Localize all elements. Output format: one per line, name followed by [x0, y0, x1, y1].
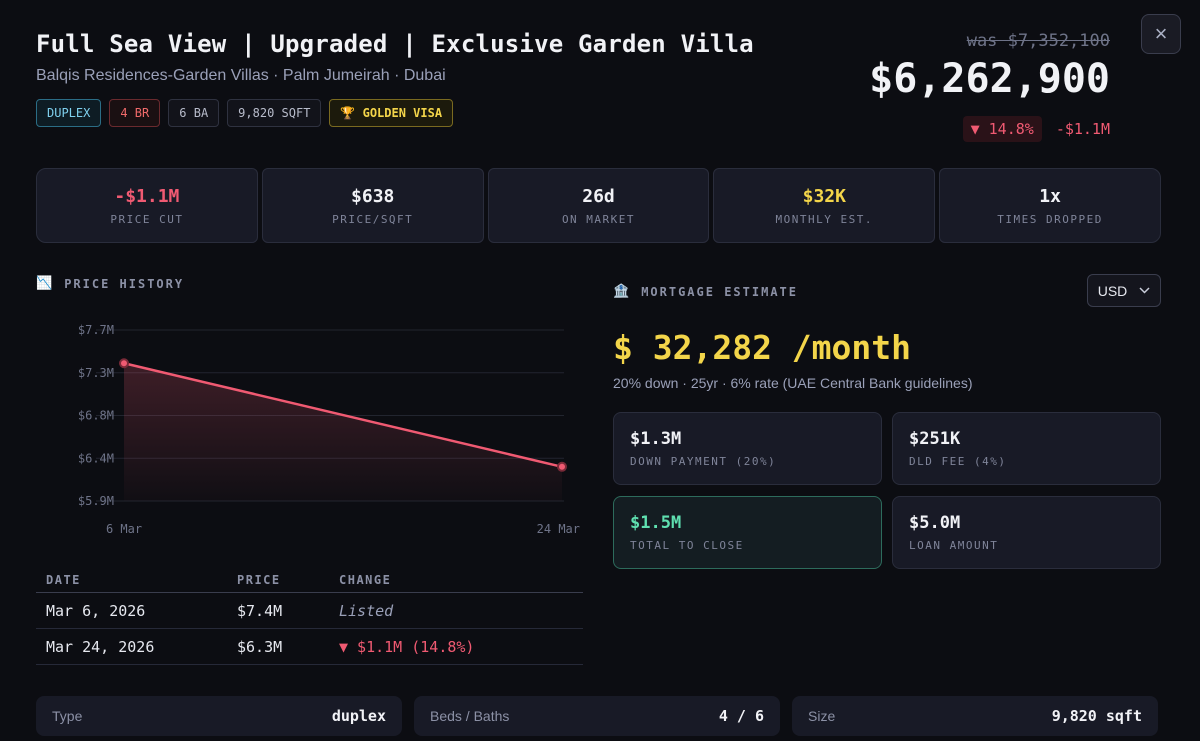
- bank-icon: 🏦: [613, 284, 632, 299]
- property-details: Type duplex Beds / Baths 4 / 6 Size 9,82…: [36, 696, 1158, 736]
- series-area: [124, 363, 562, 501]
- price-drop: ▼ 14.8% -$1.1M: [962, 116, 1110, 142]
- column-date: DATE: [46, 572, 81, 587]
- y-tick-label: $7.7M: [78, 323, 114, 337]
- card-value: $5.0M: [909, 513, 961, 533]
- tag-bedrooms: 4 BR: [109, 99, 161, 127]
- stat-price-per-sqft: $638 PRICE/SQFT: [261, 168, 484, 243]
- down-payment-card: $1.3M DOWN PAYMENT (20%): [613, 412, 882, 485]
- chart-down-icon: 📉: [36, 276, 55, 291]
- card-value: $251K: [909, 429, 961, 449]
- section-title: MORTGAGE ESTIMATE: [641, 284, 799, 299]
- card-label: LOAN AMOUNT: [909, 539, 999, 552]
- detail-beds-baths: Beds / Baths 4 / 6: [414, 696, 780, 736]
- card-label: DOWN PAYMENT (20%): [630, 455, 777, 468]
- detail-value: 9,820 sqft: [1051, 707, 1142, 725]
- stat-value: 1x: [1039, 185, 1061, 207]
- currency-select[interactable]: USD: [1087, 274, 1161, 307]
- stat-value: $638: [351, 185, 395, 207]
- table-row: Mar 24, 2026 $6.3M ▼ $1.1M (14.8%): [36, 629, 583, 665]
- data-point[interactable]: [119, 358, 129, 369]
- stat-price-cut: -$1.1M PRICE CUT: [36, 168, 258, 243]
- x-tick-label: 24 Mar: [537, 522, 580, 536]
- column-price: PRICE: [237, 572, 281, 587]
- x-tick-label: 6 Mar: [106, 522, 142, 536]
- row-price: $6.3M: [237, 637, 283, 656]
- monthly-payment: $ 32,282 /month: [613, 328, 912, 367]
- stat-days-on-market: 26d ON MARKET: [487, 168, 710, 243]
- stat-value: $32K: [802, 185, 846, 207]
- mortgage-assumptions: 20% down · 25yr · 6% rate (UAE Central B…: [613, 375, 973, 391]
- section-title: PRICE HISTORY: [64, 276, 185, 291]
- detail-size: Size 9,820 sqft: [792, 696, 1158, 736]
- tag-list: DUPLEX 4 BR 6 BA 9,820 SQFT 🏆 GOLDEN VIS…: [36, 99, 454, 127]
- stat-label: PRICE CUT: [110, 212, 184, 226]
- y-tick-label: $7.3M: [78, 366, 114, 380]
- detail-type: Type duplex: [36, 696, 402, 736]
- y-tick-label: $6.4M: [78, 451, 114, 465]
- detail-key: Type: [52, 708, 83, 724]
- card-value: $1.3M: [630, 429, 682, 449]
- stat-label: TIMES DROPPED: [997, 212, 1103, 226]
- card-label: DLD FEE (4%): [909, 455, 1007, 468]
- loan-amount-card: $5.0M LOAN AMOUNT: [892, 496, 1161, 569]
- current-price: $6,262,900: [869, 56, 1110, 102]
- stats-bar: -$1.1M PRICE CUT $638 PRICE/SQFT 26d ON …: [36, 168, 1161, 243]
- close-icon: ×: [1154, 21, 1168, 46]
- stat-times-dropped: 1x TIMES DROPPED: [939, 168, 1161, 243]
- detail-key: Beds / Baths: [430, 708, 510, 724]
- stat-value: 26d: [582, 185, 615, 207]
- price-history-table: DATE PRICE CHANGE Mar 6, 2026 $7.4M List…: [36, 567, 583, 665]
- stat-value: -$1.1M: [114, 185, 180, 207]
- tag-size: 9,820 SQFT: [227, 99, 322, 127]
- price-history-chart: $7.7M $7.3M $6.8M $6.4M $5.9M 6 Mar 24 Mar: [78, 323, 580, 536]
- currency-value: USD: [1097, 282, 1128, 299]
- row-change: Listed: [339, 601, 394, 620]
- column-change: CHANGE: [339, 572, 392, 587]
- tag-bathrooms: 6 BA: [168, 99, 220, 127]
- table-header-row: DATE PRICE CHANGE: [36, 567, 583, 593]
- dld-fee-card: $251K DLD FEE (4%): [892, 412, 1161, 485]
- series-line: [123, 362, 563, 469]
- tag-golden-visa: 🏆 GOLDEN VISA: [329, 99, 454, 127]
- row-date: Mar 6, 2026: [46, 601, 146, 620]
- listing-location: Balqis Residences-Garden Villas · Palm J…: [36, 67, 446, 84]
- row-change: ▼ $1.1M (14.8%): [339, 637, 475, 656]
- tag-duplex: DUPLEX: [36, 99, 102, 127]
- mortgage-heading: 🏦 MORTGAGE ESTIMATE: [613, 284, 798, 299]
- card-label: TOTAL TO CLOSE: [630, 539, 744, 552]
- drop-percent-badge: ▼ 14.8%: [962, 116, 1042, 142]
- total-to-close-card: $1.5M TOTAL TO CLOSE: [613, 496, 882, 569]
- detail-value: duplex: [331, 707, 386, 725]
- y-tick-label: $5.9M: [78, 494, 114, 508]
- card-value: $1.5M: [630, 513, 682, 533]
- original-price: was $7,352,100: [966, 31, 1110, 51]
- row-price: $7.4M: [237, 601, 283, 620]
- detail-key: Size: [808, 708, 836, 724]
- drop-amount: -$1.1M: [1055, 120, 1110, 138]
- table-row: Mar 6, 2026 $7.4M Listed: [36, 593, 583, 629]
- stat-label: MONTHLY EST.: [775, 212, 874, 226]
- detail-value: 4 / 6: [718, 707, 764, 725]
- listing-title: Full Sea View | Upgraded | Exclusive Gar…: [36, 30, 754, 58]
- stat-monthly-est: $32K MONTHLY EST.: [713, 168, 936, 243]
- row-date: Mar 24, 2026: [46, 637, 155, 656]
- close-button[interactable]: ×: [1141, 14, 1181, 54]
- data-point[interactable]: [557, 461, 567, 472]
- y-tick-label: $6.8M: [78, 409, 114, 423]
- stat-label: ON MARKET: [561, 212, 636, 226]
- price-history-heading: 📉 PRICE HISTORY: [36, 276, 184, 291]
- stat-label: PRICE/SQFT: [332, 212, 414, 226]
- chevron-down-icon: [1139, 287, 1150, 294]
